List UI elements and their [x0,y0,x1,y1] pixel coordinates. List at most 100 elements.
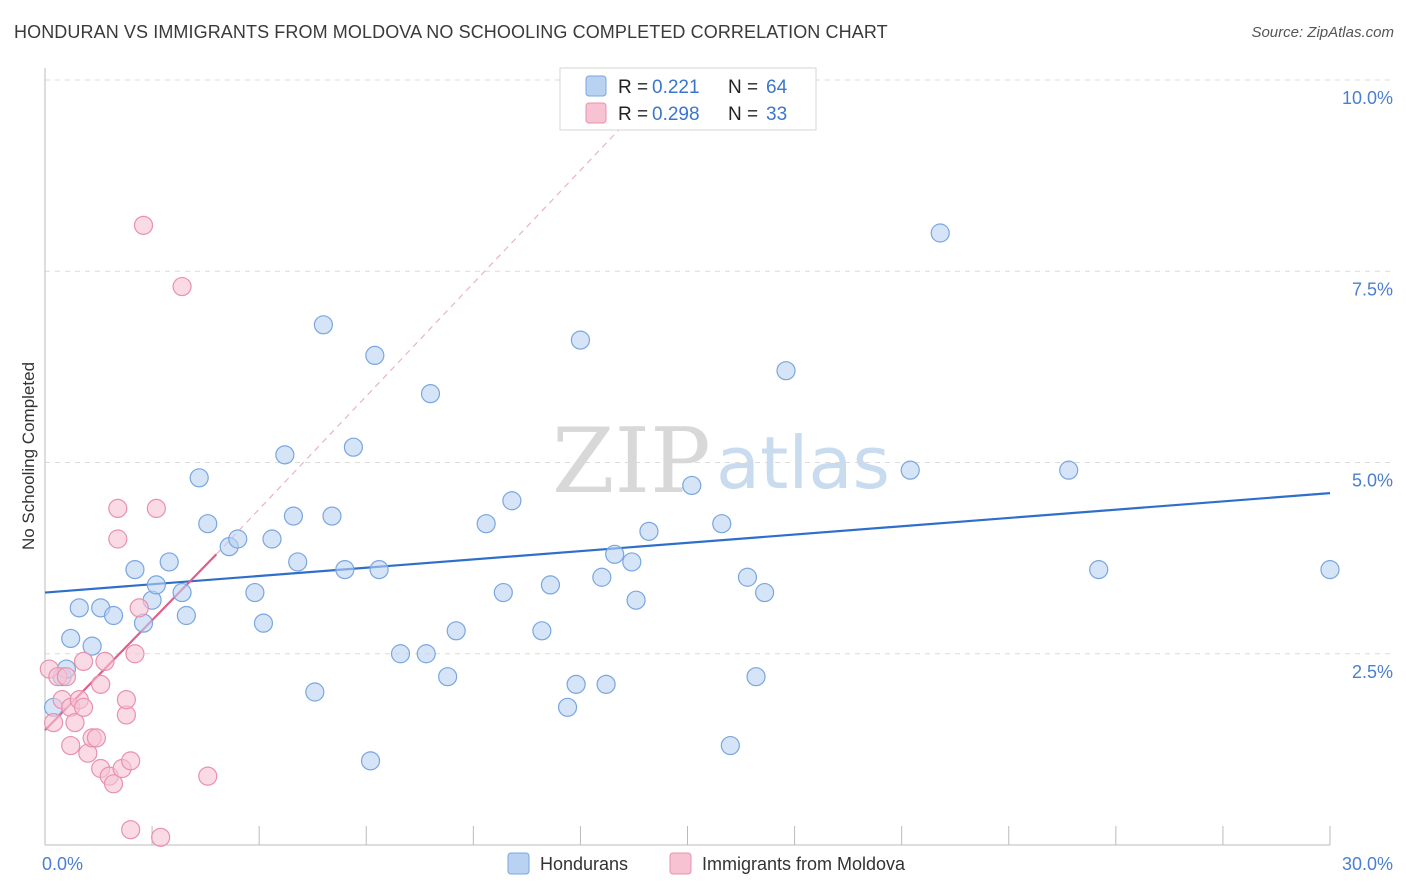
legend-n-value-1: 64 [766,77,788,98]
honduran-point-33 [416,644,436,664]
honduran-point-43 [566,674,586,694]
honduran-point-37 [476,514,496,534]
honduran-point-42 [557,697,578,717]
honduran-point-11 [159,552,179,572]
y-axis-label: No Schooling Completed [19,362,38,550]
honduran-point-61 [1089,559,1109,580]
legend-r-label-2: R = [618,104,648,125]
honduran-point-20 [262,529,282,549]
honduran-point-53 [720,735,740,756]
honduran-point-59 [930,223,950,243]
series-legend: Hondurans Immigrants from Moldova [507,852,906,875]
honduran-point-41 [540,575,561,595]
honduran-point-57 [776,361,796,381]
honduran-point-2 [61,628,81,649]
x-tick-label-0: 0.0% [42,854,83,874]
chart-title: HONDURAN VS IMMIGRANTS FROM MOLDOVA NO S… [14,22,888,42]
honduran-point-23 [288,552,308,572]
y-axis-tick-labels: 2.5% 5.0% 7.5% 10.0% [1342,88,1393,682]
honduran-point-15 [198,514,218,534]
watermark: ZIP atlas [552,409,890,514]
honduran-point-49 [626,590,646,610]
honduran-point-7 [125,559,145,580]
honduran-point-3 [69,598,89,618]
moldova-point-23 [116,690,136,710]
honduran-point-45 [592,567,612,587]
honduran-point-62 [1320,559,1340,580]
honduran-point-29 [360,751,381,771]
honduran-point-21 [275,445,295,465]
x-axis-tick-labels: 0.0% 30.0% [42,854,1393,874]
honduran-point-56 [754,582,775,603]
legend-r-value-2: 0.298 [652,104,700,125]
honduran-point-36 [446,621,466,641]
legend-swatch-moldova [585,102,607,124]
bottom-legend-swatch-hondurans [507,852,530,875]
moldova-point-25 [125,644,145,664]
moldova-point-24 [121,751,141,771]
honduran-point-14 [189,468,209,488]
x-axis-ticks [151,826,1331,845]
honduran-point-50 [639,521,659,541]
y-tick-label-3: 10.0% [1342,88,1393,108]
honduran-point-13 [176,605,196,626]
legend-r-label-1: R = [618,77,648,98]
honduran-point-22 [283,506,304,526]
honduran-point-38 [493,582,513,603]
moldova-point-19 [108,498,128,518]
honduran-point-51 [682,475,702,496]
honduran-point-46 [596,674,616,694]
moldova-point-15 [91,674,111,694]
honduran-point-24 [305,682,325,702]
moldova-point-9 [73,651,94,672]
legend-n-label-1: N = [728,77,758,98]
moldova-point-29 [146,498,166,518]
moldova-point-27 [129,598,149,618]
honduran-point-26 [322,506,342,526]
legend-n-label-2: N = [728,104,758,125]
moldova-point-6 [61,735,81,756]
legend-n-value-2: 33 [766,104,787,125]
bottom-legend-swatch-moldova [669,852,692,875]
data-points [39,215,1340,847]
moldova-point-20 [108,529,128,549]
grid-lines [45,79,1392,655]
y-tick-label-1: 5.0% [1352,471,1393,491]
bottom-legend-label-moldova: Immigrants from Moldova [702,854,906,874]
legend-swatch-hondurans [585,75,607,97]
honduran-point-40 [532,621,552,641]
watermark-zip: ZIP [552,409,711,514]
trend-lines [44,79,1331,732]
moldova-trend-extension [215,79,667,555]
stats-legend: R = 0.221 N = 64 R = 0.298 N = 33 [559,67,817,131]
moldova-point-10 [73,697,94,717]
legend-r-value-1: 0.221 [652,77,700,98]
honduran-point-47 [605,544,625,564]
honduran-point-6 [103,605,124,626]
moldova-point-30 [151,827,171,847]
honduran-point-32 [390,644,411,664]
moldova-point-13 [86,728,107,748]
moldova-point-32 [198,766,218,786]
honduran-point-54 [737,567,758,587]
honduran-point-17 [228,529,248,549]
honduran-point-48 [622,552,642,572]
honduran-point-55 [746,667,766,687]
honduran-point-25 [313,315,334,335]
y-tick-label-0: 2.5% [1352,662,1393,682]
moldova-point-26 [121,820,141,840]
honduran-point-34 [420,384,441,404]
honduran-point-30 [365,345,385,365]
bottom-legend-label-hondurans: Hondurans [540,854,628,874]
moldova-point-1 [43,712,64,733]
honduran-point-35 [438,667,458,687]
honduran-point-28 [343,437,363,457]
moldova-point-7 [65,712,85,733]
moldova-point-18 [103,774,124,794]
honduran-point-31 [369,559,389,580]
moldova-point-28 [133,215,154,235]
honduran-point-39 [502,491,522,511]
moldova-point-16 [95,651,115,672]
honduran-point-60 [1059,460,1079,480]
